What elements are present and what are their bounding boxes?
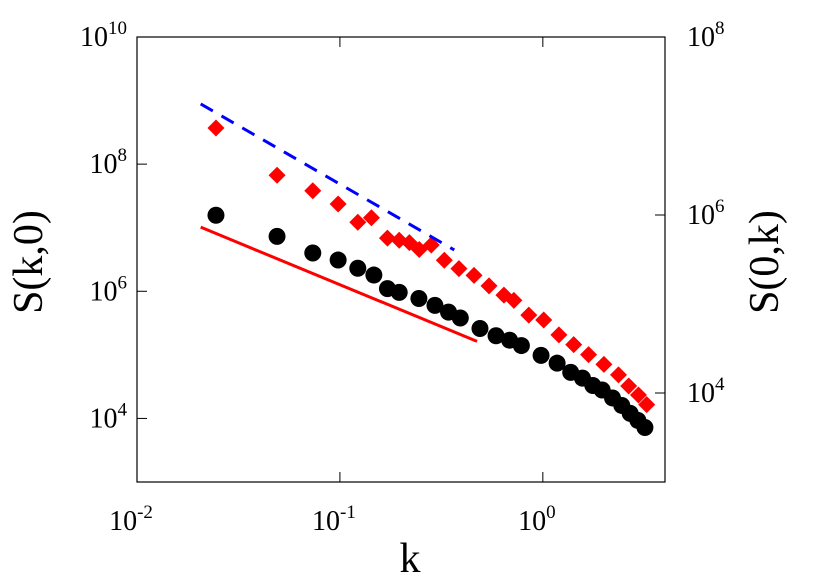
point bbox=[480, 277, 498, 295]
plot-frame bbox=[136, 36, 666, 483]
point bbox=[520, 306, 538, 324]
point bbox=[410, 290, 428, 308]
x-tick-label: 10-2 bbox=[109, 502, 153, 537]
y2-tick-label: 108 bbox=[687, 18, 725, 53]
point bbox=[532, 346, 550, 364]
x-axis-label: k bbox=[400, 536, 421, 581]
point bbox=[329, 251, 347, 269]
point bbox=[362, 209, 380, 227]
point bbox=[471, 319, 489, 337]
point bbox=[580, 346, 598, 364]
point bbox=[378, 229, 396, 247]
point bbox=[565, 336, 583, 354]
line bbox=[199, 102, 456, 252]
point bbox=[304, 244, 322, 262]
point bbox=[487, 327, 505, 345]
point bbox=[620, 377, 638, 395]
point bbox=[550, 326, 568, 344]
line bbox=[200, 225, 478, 343]
x-tick-label: 100 bbox=[518, 502, 556, 537]
point bbox=[329, 195, 347, 213]
y-axis-label: S(k,0) bbox=[6, 210, 52, 314]
point bbox=[450, 260, 468, 278]
point bbox=[365, 266, 383, 284]
point bbox=[426, 296, 444, 314]
y-tick-label: 106 bbox=[90, 272, 128, 307]
y-tick-label: 108 bbox=[90, 145, 128, 180]
y2-tick-label: 104 bbox=[687, 374, 725, 409]
point bbox=[349, 213, 367, 231]
point bbox=[595, 355, 613, 373]
point bbox=[390, 283, 408, 301]
point bbox=[349, 259, 367, 277]
point bbox=[268, 227, 286, 245]
point bbox=[535, 311, 553, 329]
point bbox=[268, 166, 286, 184]
point bbox=[207, 119, 225, 137]
point bbox=[548, 354, 566, 372]
x-tick-label: 10-1 bbox=[312, 502, 356, 537]
point bbox=[610, 366, 628, 384]
point bbox=[638, 396, 656, 414]
point bbox=[207, 206, 225, 224]
point bbox=[636, 418, 654, 436]
point bbox=[512, 337, 530, 355]
y2-axis-label: S(0,k) bbox=[742, 210, 788, 314]
point bbox=[304, 182, 322, 200]
point bbox=[629, 386, 647, 404]
y-tick-label: 104 bbox=[90, 399, 128, 434]
y2-tick-label: 106 bbox=[687, 196, 725, 231]
point bbox=[435, 251, 453, 269]
point bbox=[465, 266, 483, 284]
point bbox=[451, 309, 469, 327]
point bbox=[505, 291, 523, 309]
y-tick-label: 1010 bbox=[80, 18, 127, 53]
